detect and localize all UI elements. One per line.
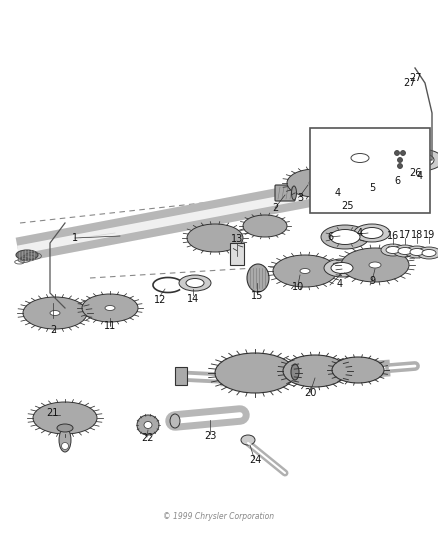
Ellipse shape: [23, 297, 87, 329]
Ellipse shape: [357, 161, 393, 179]
Ellipse shape: [170, 414, 180, 428]
Ellipse shape: [243, 215, 287, 237]
Ellipse shape: [82, 294, 138, 322]
Text: 13: 13: [231, 234, 243, 244]
Text: 4: 4: [335, 188, 341, 198]
Ellipse shape: [300, 269, 310, 273]
Text: 11: 11: [104, 321, 116, 331]
Text: 25: 25: [342, 201, 354, 211]
Ellipse shape: [369, 262, 381, 268]
Ellipse shape: [321, 225, 369, 249]
Ellipse shape: [397, 149, 438, 171]
Ellipse shape: [324, 164, 372, 188]
Text: 27: 27: [404, 78, 416, 88]
Ellipse shape: [383, 157, 417, 174]
Text: 4: 4: [357, 228, 363, 238]
Text: 17: 17: [399, 230, 411, 240]
Text: 2: 2: [272, 203, 278, 213]
Ellipse shape: [292, 186, 297, 200]
Text: 16: 16: [387, 231, 399, 241]
FancyBboxPatch shape: [275, 185, 295, 201]
Circle shape: [400, 150, 406, 156]
Ellipse shape: [50, 311, 60, 316]
Ellipse shape: [187, 224, 243, 252]
Text: 2: 2: [50, 325, 56, 335]
Ellipse shape: [241, 435, 255, 445]
Text: 23: 23: [204, 431, 216, 441]
Text: 3: 3: [297, 193, 303, 203]
Ellipse shape: [331, 262, 353, 273]
Text: 19: 19: [423, 230, 435, 239]
Ellipse shape: [406, 153, 434, 167]
Text: 15: 15: [251, 291, 263, 301]
Text: 6: 6: [394, 176, 400, 186]
Circle shape: [398, 164, 403, 168]
Bar: [230, 243, 244, 265]
Text: 5: 5: [369, 183, 375, 193]
Ellipse shape: [105, 305, 115, 311]
Text: 21: 21: [46, 408, 58, 418]
Ellipse shape: [417, 247, 438, 259]
Ellipse shape: [57, 424, 73, 432]
Text: 6: 6: [327, 232, 333, 242]
Ellipse shape: [330, 230, 360, 245]
Ellipse shape: [273, 255, 337, 287]
Ellipse shape: [215, 353, 295, 393]
Ellipse shape: [354, 224, 390, 242]
Text: 1: 1: [72, 233, 78, 243]
Bar: [175, 367, 187, 385]
Text: 27: 27: [409, 73, 421, 83]
Ellipse shape: [186, 279, 204, 287]
Ellipse shape: [372, 151, 428, 179]
Text: 4: 4: [337, 279, 343, 289]
Ellipse shape: [332, 357, 384, 383]
Ellipse shape: [381, 244, 405, 256]
Ellipse shape: [283, 355, 347, 387]
Ellipse shape: [179, 275, 211, 291]
Text: 18: 18: [411, 230, 423, 240]
Ellipse shape: [393, 245, 417, 257]
Ellipse shape: [247, 264, 269, 292]
Ellipse shape: [405, 246, 429, 258]
Ellipse shape: [378, 152, 422, 174]
Ellipse shape: [410, 248, 424, 255]
Text: 10: 10: [292, 282, 304, 292]
Ellipse shape: [333, 168, 363, 183]
Circle shape: [395, 150, 399, 156]
Ellipse shape: [422, 249, 436, 256]
Text: 22: 22: [141, 433, 153, 443]
Bar: [310, 128, 430, 213]
Ellipse shape: [59, 428, 71, 452]
Text: 24: 24: [249, 455, 261, 465]
Ellipse shape: [291, 364, 299, 380]
Text: 14: 14: [187, 294, 199, 304]
Ellipse shape: [325, 141, 395, 175]
Text: 12: 12: [154, 295, 166, 305]
Ellipse shape: [33, 402, 97, 434]
Ellipse shape: [137, 415, 159, 435]
Ellipse shape: [351, 154, 369, 163]
Ellipse shape: [361, 228, 383, 238]
Ellipse shape: [287, 169, 343, 197]
Text: 20: 20: [304, 388, 316, 398]
Text: © 1999 Chrysler Corporation: © 1999 Chrysler Corporation: [163, 512, 275, 521]
Ellipse shape: [386, 246, 400, 254]
Ellipse shape: [341, 248, 409, 282]
Ellipse shape: [324, 259, 360, 277]
Ellipse shape: [345, 155, 405, 185]
Ellipse shape: [309, 180, 321, 186]
Circle shape: [398, 157, 403, 163]
Ellipse shape: [398, 247, 412, 254]
Text: 4: 4: [417, 171, 423, 181]
Ellipse shape: [144, 422, 152, 429]
Text: 26: 26: [409, 168, 421, 178]
Ellipse shape: [16, 250, 38, 260]
Circle shape: [61, 442, 68, 449]
Text: 9: 9: [369, 276, 375, 286]
